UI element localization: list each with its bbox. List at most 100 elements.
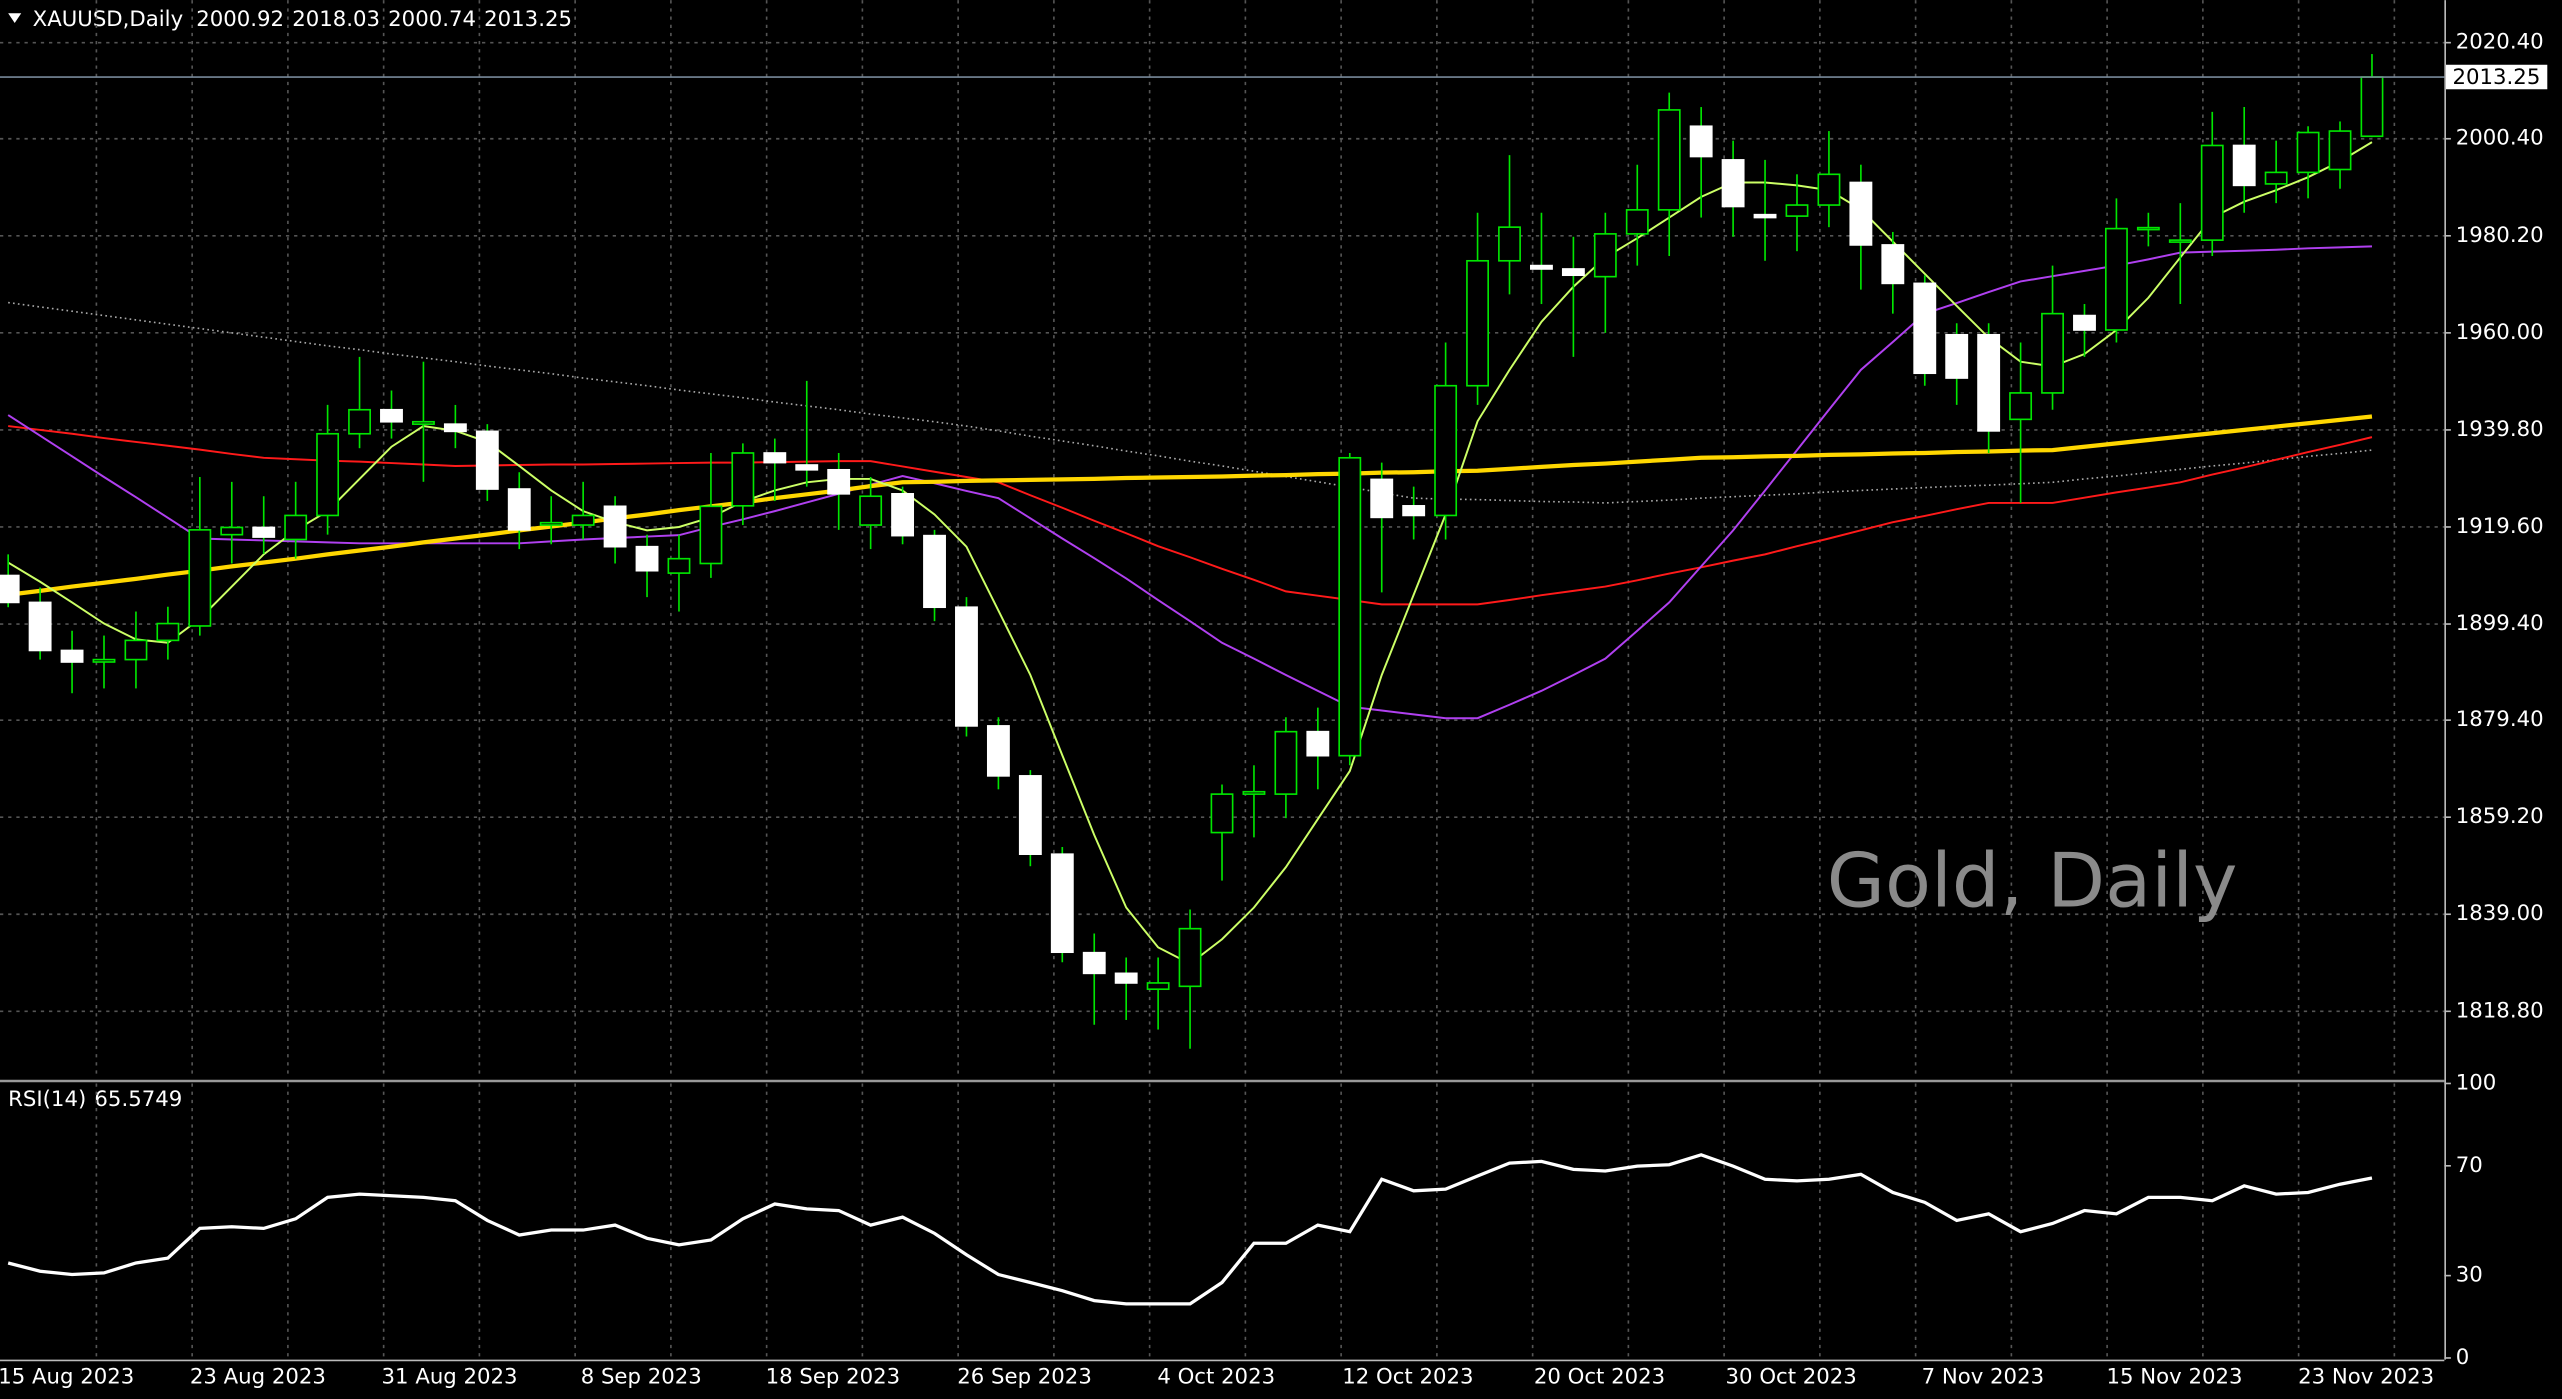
candle-body bbox=[795, 464, 819, 471]
candle-body bbox=[124, 639, 148, 661]
candle-body bbox=[1625, 209, 1649, 235]
candle-body bbox=[188, 529, 212, 627]
candle-body bbox=[252, 526, 276, 538]
candle-body bbox=[1402, 505, 1426, 517]
x-tick-label: 23 Nov 2023 bbox=[2298, 1365, 2434, 1390]
x-tick-label: 31 Aug 2023 bbox=[382, 1365, 518, 1390]
symbol: XAUUSD,Daily bbox=[33, 7, 183, 32]
candle-body bbox=[1434, 384, 1458, 517]
candle-body bbox=[1785, 204, 1809, 217]
x-tick-label: 20 Oct 2023 bbox=[1534, 1365, 1665, 1390]
candle-body bbox=[2232, 144, 2256, 187]
candle-body bbox=[2264, 171, 2288, 185]
candle-body bbox=[284, 514, 308, 541]
candle-body bbox=[1593, 233, 1617, 278]
close-value: 2013.25 bbox=[484, 7, 572, 32]
moving-average bbox=[8, 425, 2373, 606]
candle-body bbox=[380, 408, 403, 423]
candle-body bbox=[507, 488, 531, 531]
candle-body bbox=[443, 423, 467, 433]
candle-body bbox=[731, 452, 755, 507]
rsi-header: RSI(14) 65.5749 bbox=[8, 1087, 182, 1112]
y-tick-label: 1899.40 bbox=[2456, 611, 2544, 636]
moving-average bbox=[8, 301, 2373, 504]
y-tick-label: 1839.00 bbox=[2456, 901, 2544, 926]
candle-body bbox=[1114, 972, 1138, 984]
watermark: Gold, Daily bbox=[1827, 836, 2238, 924]
candle-body bbox=[827, 468, 851, 495]
candle-body bbox=[1561, 268, 1585, 277]
x-tick-label: 8 Sep 2023 bbox=[581, 1365, 702, 1390]
candle-body bbox=[1306, 730, 1330, 757]
y-tick-label: 2000.40 bbox=[2456, 126, 2544, 151]
candle-body bbox=[475, 430, 499, 490]
candle-body bbox=[2073, 314, 2096, 331]
x-tick-label: 4 Oct 2023 bbox=[1157, 1365, 1275, 1390]
candle-body bbox=[1530, 264, 1553, 270]
candle-body bbox=[955, 606, 978, 727]
candle-body bbox=[1913, 282, 1937, 375]
candle-body bbox=[1945, 333, 1969, 379]
y-tick-label: 2020.40 bbox=[2456, 30, 2544, 55]
candle-body bbox=[316, 432, 340, 517]
candle-body bbox=[635, 545, 659, 572]
candle-body bbox=[1338, 456, 1362, 757]
candle-body bbox=[2200, 144, 2224, 241]
candle-body bbox=[1689, 125, 1713, 158]
candle-body bbox=[1210, 793, 1234, 834]
candle-body bbox=[1881, 244, 1905, 285]
candle-body bbox=[1082, 951, 1106, 975]
candle-body bbox=[1817, 173, 1841, 206]
candle-body bbox=[539, 521, 563, 526]
candle-body bbox=[2009, 392, 2033, 421]
candle-body bbox=[1178, 927, 1202, 988]
candle-body bbox=[2168, 239, 2192, 243]
candle-body bbox=[2328, 130, 2352, 171]
candle-body bbox=[763, 452, 787, 464]
y-tick-label: 30 bbox=[2456, 1263, 2483, 1288]
candle-body bbox=[411, 420, 435, 425]
y-tick-label: 1980.20 bbox=[2456, 223, 2544, 248]
candle-body bbox=[1849, 181, 1873, 246]
last-price-label: 2013.25 bbox=[2453, 65, 2541, 90]
chart-header: XAUUSD,Daily 2000.92 2018.03 2000.74 2013.25 bbox=[33, 7, 572, 32]
candle-body bbox=[0, 574, 20, 604]
candle-body bbox=[1370, 478, 1394, 519]
x-tick-label: 7 Nov 2023 bbox=[1922, 1365, 2045, 1390]
y-tick-label: 1859.20 bbox=[2456, 804, 2544, 829]
x-tick-label: 15 Nov 2023 bbox=[2107, 1365, 2243, 1390]
candle-body bbox=[923, 534, 946, 609]
candle-body bbox=[1018, 775, 1042, 856]
x-tick-label: 15 Aug 2023 bbox=[0, 1365, 134, 1390]
candle-body bbox=[986, 725, 1010, 777]
candle-body bbox=[859, 495, 883, 526]
y-tick-label: 1919.60 bbox=[2456, 514, 2544, 539]
x-tick-label: 23 Aug 2023 bbox=[190, 1365, 326, 1390]
y-tick-label: 70 bbox=[2456, 1153, 2483, 1178]
rsi-value: 65.5749 bbox=[94, 1087, 182, 1112]
candle-body bbox=[2296, 131, 2320, 174]
y-tick-label: 1960.00 bbox=[2456, 320, 2544, 345]
x-tick-label: 12 Oct 2023 bbox=[1342, 1365, 1473, 1390]
open-value: 2000.92 bbox=[196, 7, 284, 32]
menu-arrow[interactable] bbox=[8, 13, 22, 24]
candle-body bbox=[28, 601, 52, 652]
candle-body bbox=[2360, 76, 2384, 138]
high-value: 2018.03 bbox=[292, 7, 380, 32]
candle-body bbox=[1466, 259, 1489, 387]
candle-body bbox=[1721, 159, 1745, 208]
moving-average bbox=[7, 414, 2373, 597]
candle-body bbox=[571, 514, 595, 526]
y-tick-label: 1818.80 bbox=[2456, 998, 2544, 1023]
low-value: 2000.74 bbox=[388, 7, 476, 32]
y-tick-label: 100 bbox=[2456, 1070, 2497, 1095]
candle-body bbox=[603, 505, 627, 548]
candle-body bbox=[1657, 109, 1681, 211]
candle-body bbox=[2104, 227, 2128, 331]
candle-body bbox=[667, 557, 691, 574]
candle-body bbox=[1242, 790, 1266, 795]
candle-body bbox=[1146, 982, 1170, 991]
